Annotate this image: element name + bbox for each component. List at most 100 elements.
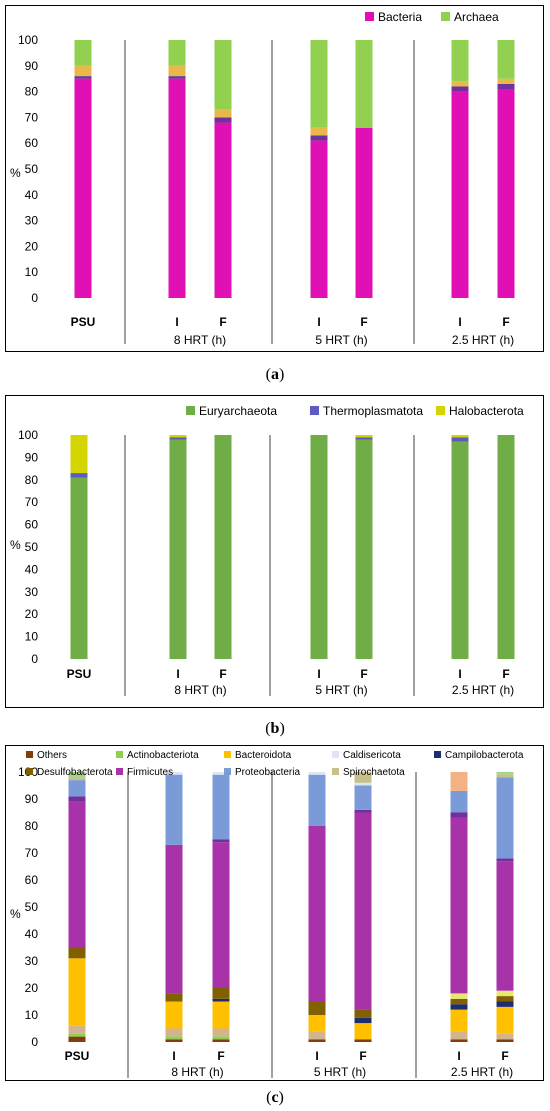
bar-segment — [496, 990, 514, 997]
bar-segment-caldisericota — [165, 772, 183, 775]
legend-label: Bacteroidota — [235, 750, 292, 761]
caption-b: (b) — [265, 720, 285, 737]
category-label: F — [360, 667, 367, 681]
legend-swatch — [116, 768, 123, 775]
bar-segment-others — [68, 1036, 86, 1042]
y-tick-label: 70 — [25, 495, 39, 509]
bar-segment — [451, 81, 469, 87]
y-tick-label: 0 — [31, 291, 38, 305]
bar-segment-bacteria — [214, 122, 232, 298]
bar-segment-others — [496, 1039, 514, 1042]
bar-segment — [496, 772, 514, 775]
y-tick-label: 10 — [25, 630, 39, 644]
y-tick-label: 30 — [25, 214, 39, 228]
y-tick-label: 30 — [25, 954, 39, 968]
bar-segment — [354, 809, 372, 813]
bar-segment — [214, 117, 232, 123]
bar-segment-bacteroidota — [354, 1023, 372, 1040]
bar-segment-desulfobacterota — [165, 993, 183, 1002]
bar-segment — [450, 993, 468, 999]
bar-segment-thermoplasmatota — [70, 473, 88, 478]
y-tick-label: 40 — [25, 562, 39, 576]
caption-a: (a) — [265, 366, 285, 383]
caption-c: (c) — [266, 1089, 284, 1106]
category-label: I — [317, 667, 320, 681]
bar-segment-spirochaetota — [496, 774, 514, 778]
bar-segment — [168, 76, 186, 79]
bar-segment-bacteroidota — [212, 1001, 230, 1029]
group-label: 2.5 HRT (h) — [451, 1065, 513, 1079]
bar-segment-euryarchaeota — [497, 435, 515, 659]
bar-segment-archaea — [451, 40, 469, 82]
bar-segment-actinobacteriota — [165, 1036, 183, 1040]
category-label: F — [502, 667, 509, 681]
bar-segment-campilobacterota — [354, 1017, 372, 1024]
bar-segment — [497, 78, 515, 84]
bar-segment-bacteroidota — [165, 1001, 183, 1029]
bar-segment-euryarchaeota — [214, 435, 232, 659]
bar-segment-archaea — [214, 40, 232, 110]
bar-segment-actinobacteriota — [68, 1033, 86, 1037]
bar-segment-bacteria — [355, 127, 373, 298]
bar-segment-bacteria — [497, 89, 515, 299]
bar-segment-actinobacteriota — [212, 1036, 230, 1040]
bar-segment-firmicutes — [212, 842, 230, 988]
category-label: F — [501, 1049, 508, 1063]
chart-panel-b: 0 10 20 30 40 50 60 70 80 90 100% PSU I F I F I F 8 HRT (h… — [5, 395, 544, 708]
caption-c-letter: c — [271, 1089, 279, 1106]
legend-label: Caldisericota — [343, 750, 401, 761]
bar-segment-caldisericota — [308, 772, 326, 775]
y-axis-label: % — [10, 166, 21, 180]
bar-segment-bacteria — [74, 78, 92, 298]
bar-segment — [214, 109, 232, 118]
y-tick-label: 100 — [18, 33, 38, 47]
category-label: I — [172, 1049, 175, 1063]
legend-label: Thermoplasmatota — [323, 404, 423, 418]
bar-segment-caldisericota — [354, 782, 372, 786]
bar-segment-archaea — [74, 40, 92, 66]
y-tick-label: 40 — [25, 927, 39, 941]
bar-segment — [212, 839, 230, 843]
group-label: 5 HRT (h) — [315, 333, 367, 347]
legend-swatch — [224, 751, 231, 758]
bar-segment — [497, 83, 515, 90]
legend-label: Campilobacterota — [445, 750, 524, 761]
category-label: I — [458, 315, 461, 329]
bar-segment-firmicutes — [68, 801, 86, 948]
bar-segment-halobacterota — [451, 435, 469, 438]
bar-segment — [68, 796, 86, 802]
legend-label: Halobacterota — [449, 404, 524, 418]
legend-label: Desulfobacterota — [37, 767, 113, 778]
y-tick-label: 80 — [25, 473, 39, 487]
y-tick-label: 0 — [31, 652, 38, 666]
bar-segment-archaea — [168, 40, 186, 66]
bar-segment-firmicutes — [496, 861, 514, 991]
legend-swatch — [224, 768, 231, 775]
legend-label: Actinobacteriota — [127, 750, 199, 761]
y-tick-label: 40 — [25, 188, 39, 202]
bar-segment-bacteroidota — [496, 1006, 514, 1034]
category-label: F — [360, 315, 367, 329]
bar-segment-archaea — [497, 40, 515, 79]
bar-segment-euryarchaeota — [70, 477, 88, 659]
bar-segment-others — [354, 1039, 372, 1042]
bar-segment-desulfobacterota — [68, 947, 86, 959]
category-label: F — [219, 667, 226, 681]
bar-segment-thermoplasmatota — [451, 437, 469, 442]
category-label: I — [175, 315, 178, 329]
chart-panel-a: 0 10 20 30 40 50 60 70 80 90 100% PSU I F I F I F 8 HRT (h… — [5, 5, 544, 352]
bar-segment-spirochaetota — [354, 772, 372, 783]
bar-segment-bacteroidota — [450, 1009, 468, 1032]
bar-segment-halobacterota — [169, 435, 187, 438]
bar-segment — [450, 1031, 468, 1040]
category-label: I — [317, 315, 320, 329]
bar-segment-proteobacteria — [212, 774, 230, 840]
group-label: 2.5 HRT (h) — [452, 333, 514, 347]
y-tick-label: 50 — [25, 162, 39, 176]
legend-label: Firmicutes — [127, 767, 173, 778]
category-label: I — [458, 667, 461, 681]
y-tick-label: 90 — [25, 59, 39, 73]
bar-segment-caldisericota — [212, 772, 230, 775]
bar-segment-others — [308, 1039, 326, 1042]
y-tick-label: 60 — [25, 518, 39, 532]
